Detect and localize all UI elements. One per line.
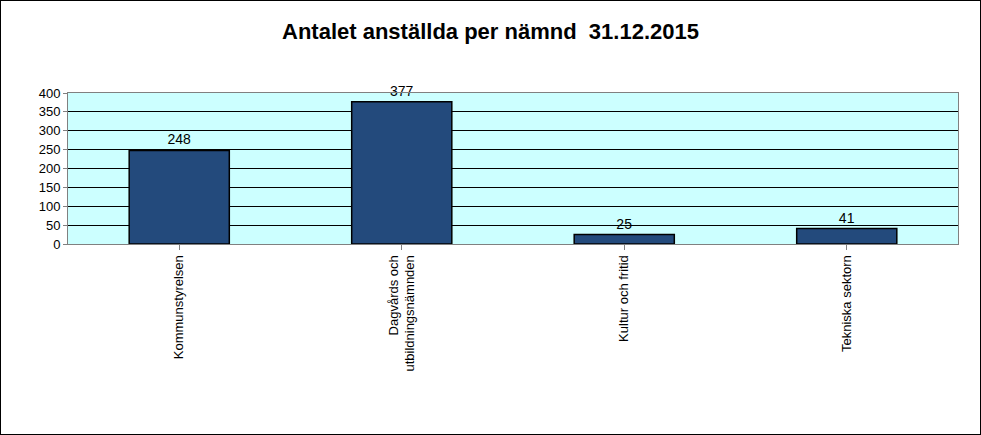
svg-text:248: 248 (167, 131, 191, 147)
svg-text:Tekniska sektorn: Tekniska sektorn (839, 255, 854, 352)
svg-text:200: 200 (39, 161, 61, 176)
svg-text:50: 50 (46, 218, 60, 233)
svg-text:377: 377 (390, 83, 414, 99)
svg-text:Kultur och fritid: Kultur och fritid (616, 255, 631, 342)
svg-text:Kommunstyrelsen: Kommunstyrelsen (171, 255, 186, 359)
svg-text:41: 41 (839, 210, 855, 226)
svg-text:300: 300 (39, 123, 61, 138)
svg-text:0: 0 (53, 237, 60, 252)
svg-text:250: 250 (39, 142, 61, 157)
svg-text:100: 100 (39, 199, 61, 214)
svg-text:400: 400 (39, 86, 61, 101)
svg-text:150: 150 (39, 180, 61, 195)
svg-text:Dagvårds ochutbildningsnämnden: Dagvårds ochutbildningsnämnden (386, 255, 418, 371)
svg-text:25: 25 (616, 216, 632, 232)
svg-text:350: 350 (39, 104, 61, 119)
svg-text:Antalet anställda per nämnd 3: Antalet anställda per nämnd 31.12.2015 (282, 19, 699, 44)
